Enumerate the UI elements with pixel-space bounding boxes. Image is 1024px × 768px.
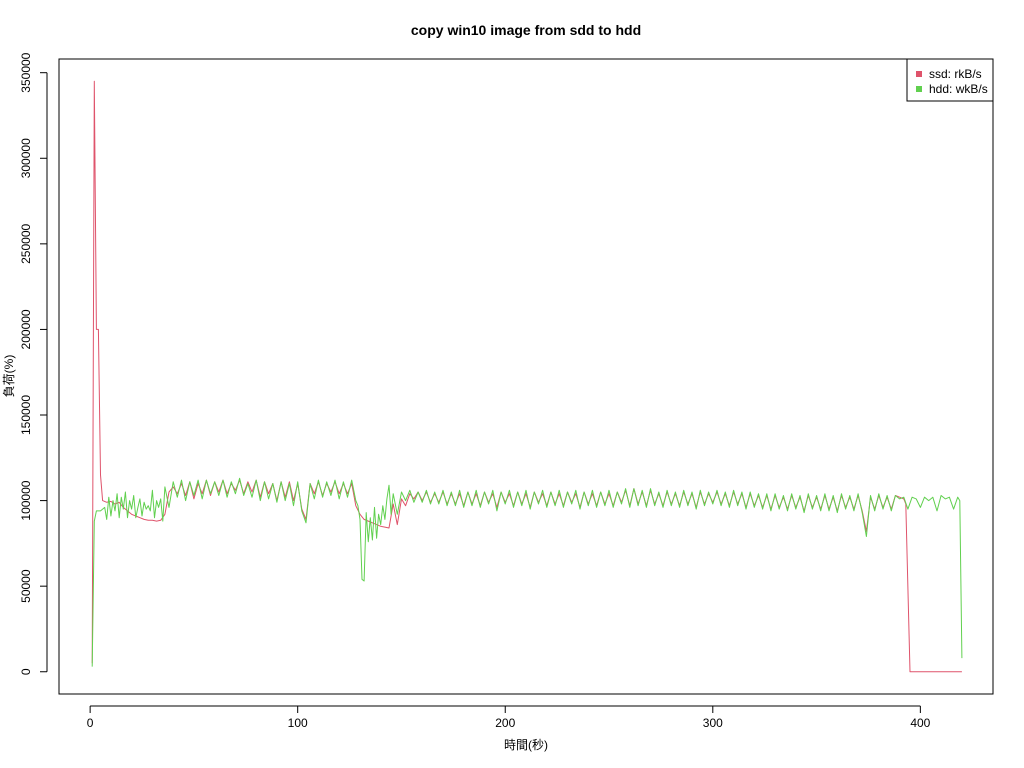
y-tick-label: 200000 (19, 309, 33, 349)
legend-swatch (916, 86, 922, 92)
x-tick-label: 0 (87, 716, 94, 730)
y-tick-label: 50000 (19, 569, 33, 603)
x-tick-label: 400 (910, 716, 930, 730)
series-layer (91, 80, 963, 673)
x-tick-label: 300 (703, 716, 723, 730)
legend-swatch (916, 71, 922, 77)
legend-box (906, 58, 994, 102)
y-axis: 0 50000 100000 150000 200000 250000 300000 3500… (19, 52, 48, 675)
y-tick-label: 350000 (19, 52, 33, 92)
x-tick-label: 200 (495, 716, 515, 730)
x-axis-label: 時間(秒) (504, 738, 548, 752)
y-tick-label: 300000 (19, 138, 33, 178)
y-tick-label: 250000 (19, 224, 33, 264)
y-tick-label: 150000 (19, 395, 33, 435)
series-line-hdd (91, 477, 963, 667)
x-axis: 0 100 200 300 400 (87, 705, 931, 730)
x-tick-label: 100 (288, 716, 308, 730)
y-tick-label: 0 (19, 668, 33, 675)
legend-label: hdd: wkB/s (929, 82, 988, 96)
y-axis-label: 負荷(%) (2, 355, 16, 398)
legend-label: ssd: rkB/s (929, 67, 982, 81)
y-tick-label: 100000 (19, 480, 33, 520)
chart-title: copy win10 image from sdd to hdd (411, 22, 641, 38)
plot-frame (58, 58, 994, 695)
